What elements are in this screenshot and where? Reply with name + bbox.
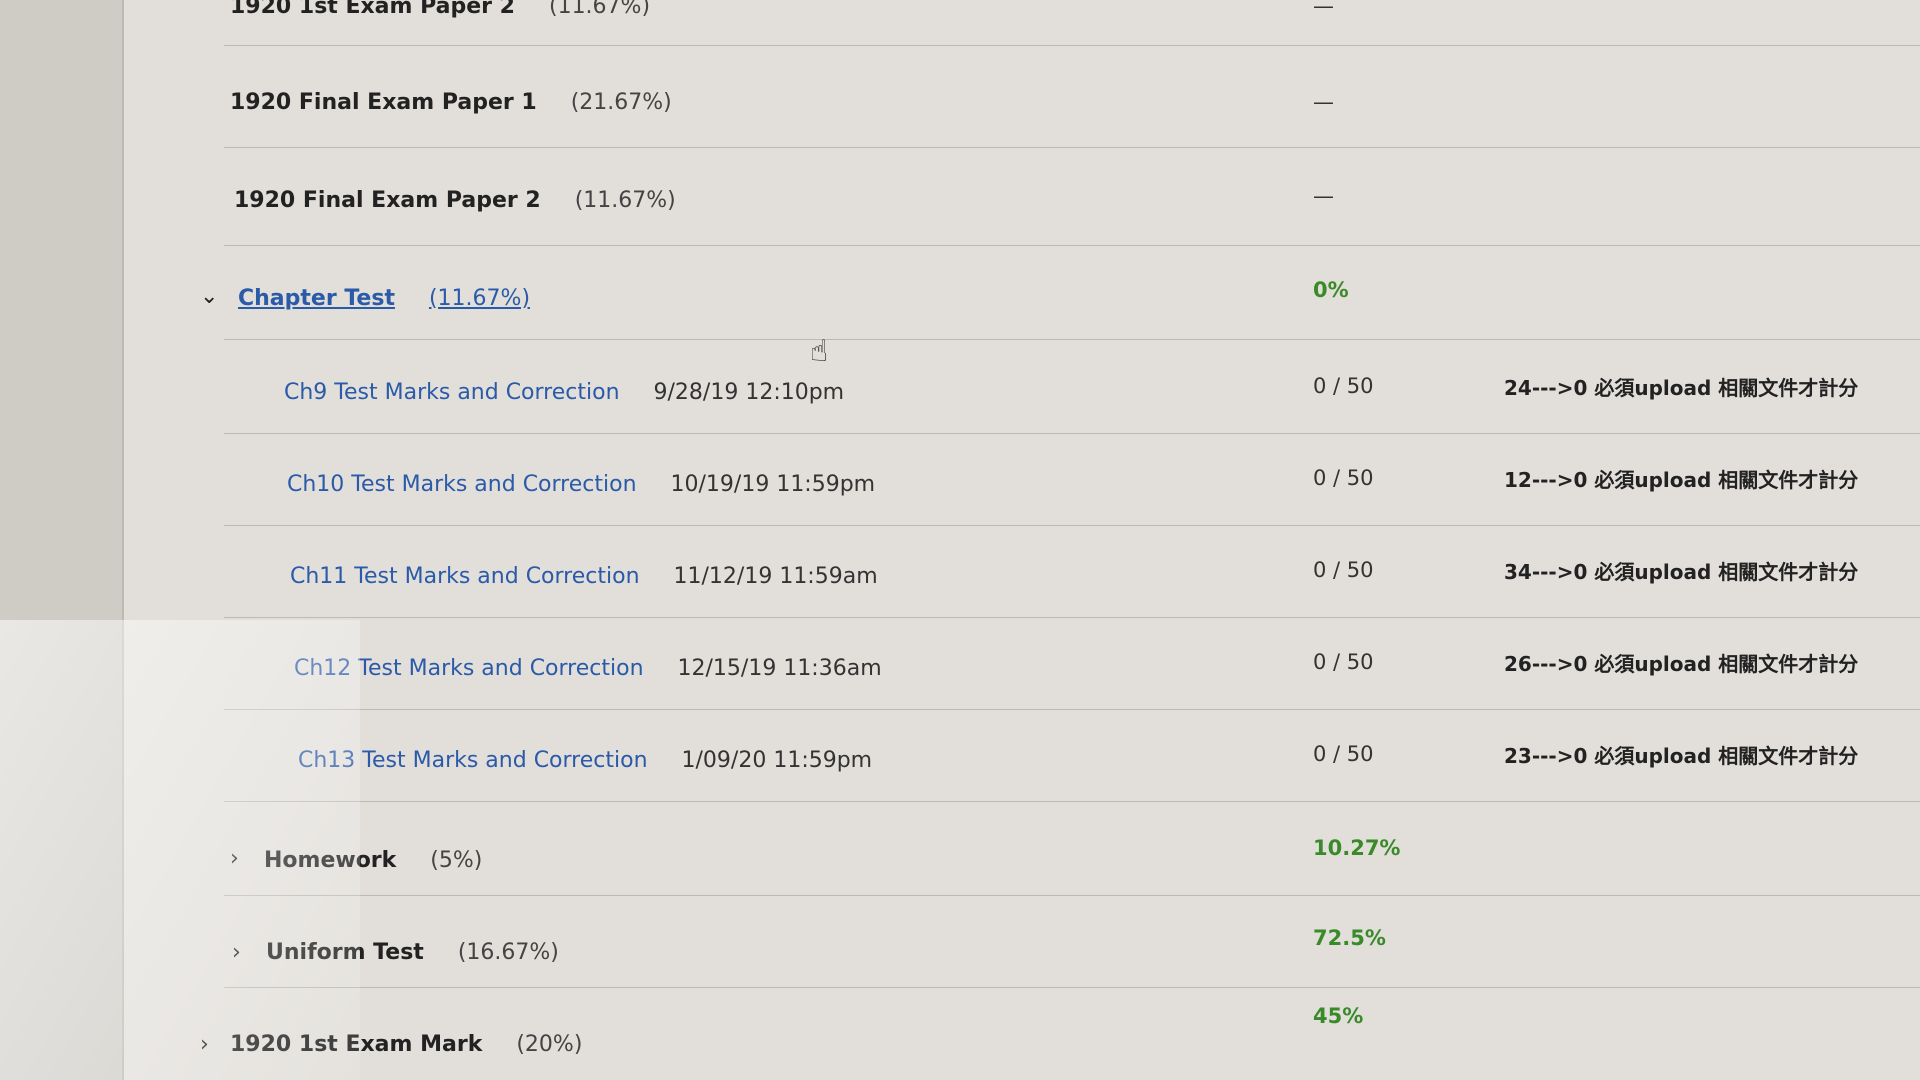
assignment-row: Ch12 Test Marks and Correction 12/15/19 1… [124, 618, 1920, 710]
grade-row: 1920 1st Exam Paper 2 (11.67%) — [124, 0, 1920, 46]
sidebar [0, 0, 124, 1080]
assignment-row: Ch10 Test Marks and Correction 10/19/19 1… [124, 434, 1920, 526]
assignment-comment: 34--->0 必須upload 相關文件才計分 [1504, 560, 1859, 584]
grade-weight: (16.67%) [457, 940, 559, 965]
assignment-score: 0 / 50 [1313, 742, 1374, 766]
due-date: 11/12/19 11:59am [673, 564, 878, 589]
grades-table: 1920 1st Exam Paper 2 (11.67%) — 1920 Fin… [124, 0, 1920, 1080]
category-row-uniform-test: › Uniform Test (16.67%) 72.5% [124, 896, 1920, 988]
category-name[interactable]: Homework [264, 848, 397, 873]
assignment-link[interactable]: Ch10 Test Marks and Correction [287, 472, 637, 497]
category-score: 10.27% [1313, 836, 1401, 860]
due-date: 9/28/19 12:10pm [653, 380, 845, 405]
grade-score: — [1313, 90, 1334, 114]
grade-weight: (20%) [516, 1032, 583, 1057]
category-row-homework: › Homework (5%) 10.27% [124, 804, 1920, 896]
due-date: 1/09/20 11:59pm [681, 748, 873, 773]
hand-cursor-icon: ☝ [810, 334, 829, 369]
chapter-test-link[interactable]: Chapter Test [238, 286, 395, 311]
grade-score: — [1313, 184, 1334, 208]
assignment-comment: 24--->0 必須upload 相關文件才計分 [1504, 376, 1859, 400]
chevron-right-icon[interactable]: › [200, 1032, 209, 1057]
assignment-link[interactable]: Ch9 Test Marks and Correction [284, 380, 620, 405]
assignment-comment: 23--->0 必須upload 相關文件才計分 [1504, 744, 1859, 768]
assignment-comment: 12--->0 必須upload 相關文件才計分 [1504, 468, 1859, 492]
grade-name: 1920 1st Exam Paper 2 [230, 0, 515, 19]
assignment-row: Ch11 Test Marks and Correction 11/12/19 1… [124, 526, 1920, 618]
due-date: 10/19/19 11:59pm [670, 472, 876, 497]
category-score: 45% [1313, 1004, 1364, 1028]
category-name[interactable]: 1920 1st Exam Mark [230, 1032, 483, 1057]
grade-name: 1920 Final Exam Paper 2 [234, 188, 541, 213]
grade-weight: (11.67%) [428, 286, 531, 311]
category-score: 0% [1313, 278, 1349, 302]
category-row-chapter-test: ⌄ Chapter Test (11.67%) 0% [124, 248, 1920, 340]
category-score: 72.5% [1313, 926, 1386, 950]
assignment-score: 0 / 50 [1313, 374, 1374, 398]
assignment-score: 0 / 50 [1313, 466, 1374, 490]
chevron-right-icon[interactable]: › [232, 940, 241, 965]
assignment-link[interactable]: Ch12 Test Marks and Correction [294, 656, 644, 681]
assignment-link[interactable]: Ch11 Test Marks and Correction [290, 564, 640, 589]
grade-name: 1920 Final Exam Paper 1 [230, 90, 537, 115]
assignment-row: Ch13 Test Marks and Correction 1/09/20 11… [124, 710, 1920, 802]
due-date: 12/15/19 11:36am [677, 656, 882, 681]
assignment-link[interactable]: Ch13 Test Marks and Correction [298, 748, 648, 773]
grade-weight: (5%) [430, 848, 483, 873]
assignment-row: Ch9 Test Marks and Correction 9/28/19 12:… [124, 342, 1920, 434]
grade-score: — [1313, 0, 1334, 18]
category-name[interactable]: Uniform Test [266, 940, 424, 965]
assignment-comment: 26--->0 必須upload 相關文件才計分 [1504, 652, 1859, 676]
category-row-1st-exam-mark: › 1920 1st Exam Mark (20%) 45% [124, 988, 1920, 1080]
chevron-right-icon[interactable]: › [230, 846, 239, 871]
assignment-score: 0 / 50 [1313, 650, 1374, 674]
chevron-down-icon[interactable]: ⌄ [200, 284, 219, 309]
grade-weight: (21.67%) [570, 90, 672, 115]
grade-weight: (11.67%) [548, 0, 651, 19]
grade-weight: (11.67%) [574, 188, 676, 213]
grade-row: 1920 Final Exam Paper 1 (21.67%) — [124, 56, 1920, 148]
assignment-score: 0 / 50 [1313, 558, 1374, 582]
grade-row: 1920 Final Exam Paper 2 (11.67%) — [124, 154, 1920, 246]
